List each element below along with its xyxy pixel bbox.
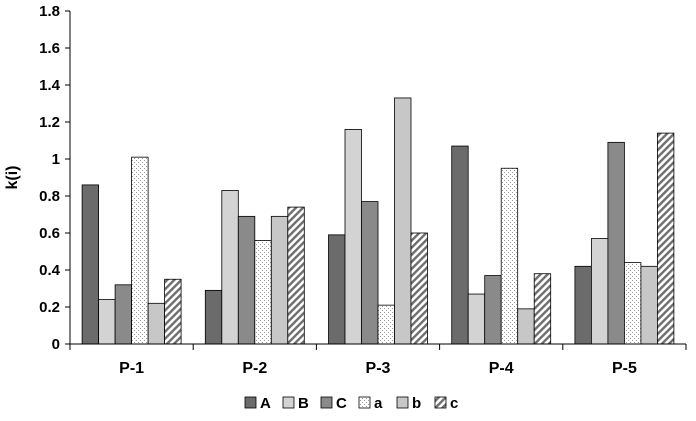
bar-A-P-5 [574,265,592,345]
legend-swatch-C [320,396,333,409]
y-tick-label: 1.4 [39,77,61,94]
bar-A-P-4 [451,145,469,345]
bar-B-P-2 [221,190,239,345]
legend-label-c: c [450,395,458,412]
legend-label-B: B [298,395,309,412]
bar-b-P-4 [517,308,535,345]
bar-a-P-3 [377,304,395,345]
y-tick-label: 1.8 [39,3,60,20]
legend-swatch-a [358,396,371,409]
bar-b-P-5 [640,265,658,345]
legend-swatch-c [434,396,447,409]
x-category-label: P-4 [489,360,514,377]
y-tick-label: 1.2 [39,114,60,131]
legend-label-a: a [374,395,383,412]
legend-label-C: C [336,395,347,412]
x-category-label: P-3 [366,360,391,377]
bar-A-P-3 [328,234,346,345]
bar-A-P-1 [81,184,99,345]
bar-C-P-5 [607,141,625,345]
bar-a-P-2 [254,239,272,345]
bar-B-P-5 [591,238,609,345]
y-tick-label: 0.8 [39,188,60,205]
bar-C-P-2 [237,215,256,345]
bar-c-P-1 [164,278,182,345]
bar-B-P-3 [344,128,362,345]
y-tick-label: 0 [52,336,60,353]
y-axis-title: k(i) [4,166,21,190]
bar-b-P-1 [147,302,166,345]
y-tick-label: 0.2 [39,299,60,316]
bar-b-P-3 [394,97,412,345]
y-tick-label: 1.6 [39,40,60,57]
bar-B-P-4 [467,293,486,345]
y-tick-label: 1 [52,151,60,168]
bar-c-P-2 [287,206,305,345]
bar-B-P-1 [98,299,116,345]
legend-label-A: A [260,395,271,412]
bar-C-P-1 [114,284,132,345]
legend-label-b: b [412,395,421,412]
bar-c-P-5 [657,132,675,345]
y-tick-label: 0.4 [39,262,61,279]
bar-b-P-2 [270,215,289,345]
x-category-label: P-2 [242,360,267,377]
x-category-label: P-5 [612,360,637,377]
bar-a-P-1 [131,156,149,345]
legend-swatch-B [282,396,295,409]
bar-c-P-3 [410,232,428,345]
bar-c-P-4 [533,273,552,345]
legend-swatch-b [396,396,409,409]
y-tick-label: 0.6 [39,225,60,242]
bar-C-P-4 [484,275,502,345]
bar-a-P-4 [500,167,519,345]
x-category-label: P-1 [119,360,144,377]
bar-C-P-3 [361,201,379,345]
legend-swatch-A [244,396,257,409]
bar-A-P-2 [204,289,223,345]
bar-a-P-5 [624,262,642,345]
